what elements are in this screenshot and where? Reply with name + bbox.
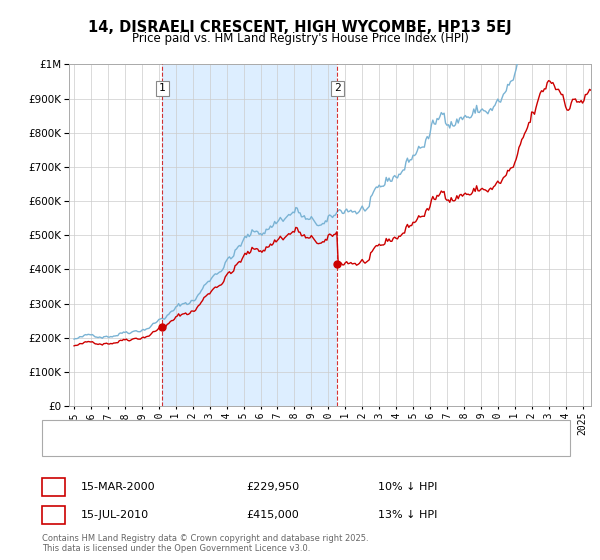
Text: £415,000: £415,000: [246, 510, 299, 520]
Text: £229,950: £229,950: [246, 482, 299, 492]
Text: Price paid vs. HM Land Registry's House Price Index (HPI): Price paid vs. HM Land Registry's House …: [131, 32, 469, 45]
Text: 1: 1: [159, 83, 166, 94]
Text: ————: ————: [54, 440, 104, 452]
Text: 2: 2: [50, 510, 57, 520]
Text: 1: 1: [50, 482, 57, 492]
Text: 2: 2: [334, 83, 341, 94]
Text: HPI: Average price, detached house, Buckinghamshire: HPI: Average price, detached house, Buck…: [93, 441, 377, 451]
Text: 13% ↓ HPI: 13% ↓ HPI: [378, 510, 437, 520]
Text: 15-MAR-2000: 15-MAR-2000: [81, 482, 155, 492]
Bar: [163, 64, 337, 406]
Text: 14, DISRAELI CRESCENT, HIGH WYCOMBE, HP13 5EJ (detached house): 14, DISRAELI CRESCENT, HIGH WYCOMBE, HP1…: [93, 425, 457, 435]
Text: Contains HM Land Registry data © Crown copyright and database right 2025.
This d: Contains HM Land Registry data © Crown c…: [42, 534, 368, 553]
Text: ————: ————: [54, 424, 104, 437]
Text: 10% ↓ HPI: 10% ↓ HPI: [378, 482, 437, 492]
Text: 15-JUL-2010: 15-JUL-2010: [81, 510, 149, 520]
Text: 14, DISRAELI CRESCENT, HIGH WYCOMBE, HP13 5EJ: 14, DISRAELI CRESCENT, HIGH WYCOMBE, HP1…: [88, 20, 512, 35]
